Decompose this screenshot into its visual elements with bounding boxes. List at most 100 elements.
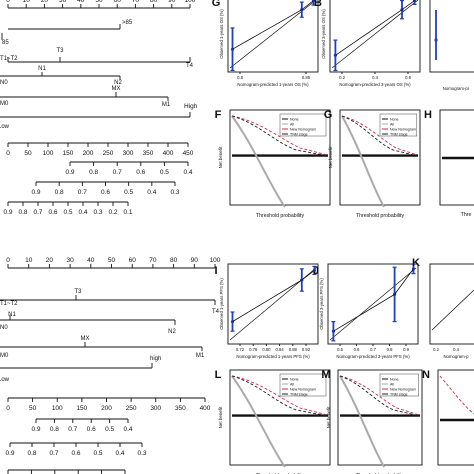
bot-total-tick-label: 150 (76, 405, 87, 412)
top-total-tick-label: 250 (103, 150, 114, 157)
top-total-tick-label: 400 (163, 150, 174, 157)
top-t-label: T1~T2 (0, 56, 18, 62)
bot-prob1-tick-label: 0.9 (31, 426, 40, 433)
panel-m-letter: M (321, 369, 330, 381)
panel-l-legend-label: New Nomogram (290, 388, 316, 392)
top-prob1-tick-label: 0.8 (89, 169, 98, 176)
top-m-label: M1 (162, 102, 171, 108)
panel-k-xlabel: Nomogram-p (443, 354, 469, 359)
top-total-tick-label: 300 (123, 150, 134, 157)
top-prob3-tick-label: 0.1 (123, 209, 132, 216)
panel-c-xtick-label: 0.8 (237, 75, 243, 80)
top-prob2-tick-label: 0.6 (101, 189, 110, 196)
top-prob2-tick-label: 0.7 (78, 189, 87, 196)
top-prob3-tick-label: 0.5 (63, 209, 72, 216)
bot-prob1-tick-label: 0.8 (50, 426, 59, 433)
panel-j-xtick-label: 0.5 (337, 347, 343, 352)
panel-d-xlabel: Nomogram-predicted 3-years OS (%) (339, 82, 411, 87)
panel-j-xtick-label: 0.7 (370, 347, 376, 352)
bot-total-tick-label: 400 (200, 405, 211, 412)
bot-points-tick-label: 10 (25, 257, 33, 264)
bot-total-tick-label: 350 (175, 405, 186, 412)
top-total-tick-label: 200 (83, 150, 94, 157)
top-prob3-tick-label: 0.4 (78, 209, 87, 216)
panel-m-tnm-line (339, 375, 419, 417)
panel-c-fit (232, 0, 314, 50)
panel-f-letter: F (215, 109, 222, 121)
top-prob1-tick-label: 0.9 (65, 169, 74, 176)
bot-n-label: N0 (0, 325, 8, 331)
top-prob3-tick-label: 0.7 (33, 209, 42, 216)
bot-prob2-tick-label: 0.9 (5, 450, 14, 457)
top-points-tick-label: 90 (168, 0, 176, 4)
panel-k-frame (429, 263, 474, 345)
top-prob2-tick-label: 0.3 (170, 189, 179, 196)
panel-j-diagonal (329, 267, 417, 341)
panel-j-xlabel: Nomogram-predicted 3-years PFS (%) (336, 354, 410, 359)
panel-m-nomogram-line (339, 375, 419, 416)
top-points-tick-label: 10 (23, 0, 31, 4)
top-n-label: N2 (114, 80, 122, 86)
panel-m-ylabel: Net benefit (326, 406, 331, 429)
top-prob2-tick-label: 0.4 (147, 189, 156, 196)
top-total-tick-label: 150 (63, 150, 74, 157)
panel-d-letter: B (314, 0, 322, 9)
panel-f-frame (229, 109, 331, 206)
top-prob2-tick-label: 0.8 (55, 189, 64, 196)
panel-c-points (230, 0, 316, 72)
panel-j-xtick-label: 0.6 (354, 347, 360, 352)
panel-i-xlabel: Nomogram-predicted 1-years PFS (%) (236, 354, 310, 359)
bot-total-tick-label: 50 (29, 405, 37, 412)
panel-j-fit (333, 268, 414, 332)
panel-d-points (333, 0, 417, 72)
bot-m-label: MX (81, 336, 90, 342)
top-points-tick-label: 100 (185, 0, 196, 4)
bot-n-label: N1 (8, 312, 16, 318)
panel-m-all-line (339, 375, 386, 468)
panel-m-legend-label: All (390, 383, 394, 387)
top-total-tick-label: 0 (6, 150, 10, 157)
panel-f-legend-label: All (290, 123, 294, 127)
panel-i-xtick-label: 0.72 (236, 347, 245, 352)
bot-prob2-tick-label: 0.6 (71, 450, 80, 457)
top-points-tick-label: 60 (114, 0, 122, 4)
panel-i-points (230, 265, 317, 332)
top-points-tick-label: 70 (132, 0, 140, 4)
panel-i-frame (227, 263, 319, 345)
panel-f-legend-label: New Nomogram (290, 128, 316, 132)
panel-g2-legend-label: All (390, 123, 394, 127)
panel-f-ylabel: Net benefit (218, 146, 223, 169)
panel-j-points (331, 263, 416, 342)
panel-e-point (434, 38, 438, 42)
panel-i-xtick-label: 0.88 (289, 347, 298, 352)
panel-c-point (230, 47, 235, 51)
top-total-tick-label: 50 (24, 150, 32, 157)
panel-f-tnm-line (231, 115, 327, 157)
panel-k-xtick-label: 0.2 (433, 347, 439, 352)
top-n-label: N1 (38, 66, 46, 72)
panel-m-legend-label: None (390, 378, 399, 382)
panel-m-legend-label: New Nomogram (390, 388, 416, 392)
panel-f-legend (279, 113, 327, 137)
bot-m-label: M0 (0, 353, 9, 359)
top-grade-label: Low (0, 124, 10, 130)
bot-prob1-tick-label: 0.5 (105, 426, 114, 433)
panel-l-letter: L (215, 369, 222, 381)
panel-g2-legend-label: New Nomogram (390, 128, 416, 132)
top-n-label: N0 (0, 80, 8, 86)
panel-d-ylabel: Observed 3-years OS (%) (321, 9, 326, 59)
bot-points-tick-label: 90 (191, 257, 199, 264)
panel-j-xtick-label: 0.8 (387, 347, 393, 352)
bot-grade-label: Low (0, 377, 10, 383)
panel-g2-legend-label: TNM stage (390, 133, 408, 137)
panel-g2-legend (379, 113, 418, 137)
top-prob3-tick-label: 0.3 (93, 209, 102, 216)
bot-total-tick-label: 0 (6, 405, 10, 412)
panel-f-xlabel: Threshold probability (256, 213, 305, 219)
panel-j-xtick-label: 0.9 (403, 347, 409, 352)
bot-total-tick-label: 300 (150, 405, 161, 412)
panel-i-xtick-label: 0.80 (262, 347, 271, 352)
top-t-label: T4 (186, 63, 194, 69)
panel-d-diagonal (331, 0, 419, 69)
top-points-tick-label: 20 (41, 0, 49, 4)
